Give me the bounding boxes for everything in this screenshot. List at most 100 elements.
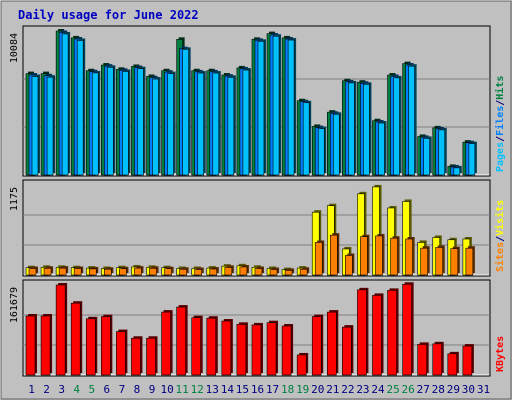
bar-hits-pages-day-28-face (438, 129, 446, 176)
bar-visits-sites-day-8-face (134, 267, 142, 276)
bar-kbytes-kbytes-day-10 (161, 310, 173, 376)
bar-hits-pages-day-12-face (197, 72, 205, 176)
x-label-day-6: 6 (104, 383, 111, 396)
bar-kbytes-kbytes-day-9 (146, 336, 158, 376)
bar-kbytes-kbytes-day-23 (357, 287, 369, 376)
bar-hits-pages-day-8 (137, 66, 146, 176)
bar-hits-pages-day-25-face (393, 77, 400, 176)
bar-hits-pages-day-11 (182, 47, 191, 176)
bar-kbytes-kbytes-day-16-face (251, 324, 262, 376)
x-label-day-4: 4 (73, 383, 80, 396)
bar-visits-sites-day-20-face (314, 242, 323, 276)
bar-hits-pages-day-9-face (152, 78, 159, 176)
bar-visits-sites-day-15-face (239, 266, 248, 276)
bar-visits-sites-day-17 (269, 267, 280, 276)
bar-hits-pages-day-15-face (242, 69, 250, 176)
x-label-day-15: 15 (236, 383, 249, 396)
bar-hits-pages-day-27 (423, 136, 432, 176)
bar-kbytes-kbytes-day-3 (55, 283, 68, 376)
bar-kbytes-kbytes-day-21 (326, 310, 339, 376)
bar-visits-sites-day-17-face (269, 269, 278, 276)
bar-kbytes-kbytes-day-8-face (131, 337, 141, 376)
bar-kbytes-kbytes-day-17-face (266, 322, 277, 376)
bar-hits-pages-day-21 (332, 112, 342, 176)
bar-hits-pages-day-16-face (257, 41, 265, 176)
x-label-day-20: 20 (311, 383, 324, 396)
bar-visits-sites-day-23 (360, 234, 370, 276)
bar-hits-pages-day-7 (122, 69, 131, 176)
bar-hits-pages-day-3-face (61, 33, 69, 176)
x-label-day-12: 12 (191, 383, 204, 396)
bar-kbytes-kbytes-day-26-face (402, 283, 412, 376)
bar-hits-pages-day-19 (302, 100, 312, 176)
bar-hits-pages-day-30-face (468, 143, 476, 176)
bar-hits-pages-day-5 (91, 70, 101, 176)
bar-visits-sites-day-26 (405, 237, 415, 276)
bar-kbytes-kbytes-day-3-face (55, 284, 66, 376)
bar-visits-sites-day-20 (314, 240, 325, 276)
bar-kbytes-kbytes-day-5 (85, 316, 98, 376)
panel-hits-legend: Pages/Files/Hits (494, 76, 506, 172)
bar-kbytes-kbytes-day-12-face (191, 317, 202, 376)
bar-hits-pages-day-29-face (453, 167, 461, 176)
bar-visits-sites-day-2 (43, 266, 54, 276)
bar-hits-pages-day-30 (468, 141, 477, 176)
bar-kbytes-kbytes-day-15-face (236, 324, 247, 376)
bar-kbytes-kbytes-day-23-face (357, 289, 367, 376)
bar-kbytes-kbytes-day-4-face (70, 302, 81, 376)
bar-hits-pages-day-10 (167, 71, 176, 176)
x-label-day-1: 1 (28, 383, 35, 396)
bar-hits-pages-day-13 (212, 71, 221, 176)
bar-visits-sites-day-14 (224, 265, 234, 276)
bar-visits-sites-day-15 (239, 264, 249, 276)
legend-item-hits-3: / (495, 100, 506, 106)
bar-kbytes-kbytes-day-29 (447, 351, 459, 376)
bar-hits-pages-day-27-face (423, 138, 430, 176)
panel-visits-legend: Sites/Visits (494, 200, 506, 272)
bar-visits-sites-day-8 (134, 266, 144, 276)
bar-visits-sites-day-24 (375, 233, 385, 276)
x-label-day-8: 8 (134, 383, 141, 396)
bar-hits-pages-day-3 (61, 31, 71, 176)
bar-visits-sites-day-24-face (375, 235, 383, 276)
bar-hits-pages-day-24 (378, 121, 387, 176)
bar-kbytes-kbytes-day-14 (221, 319, 233, 376)
bar-visits-sites-day-25-face (390, 237, 398, 276)
bar-kbytes-kbytes-day-22 (342, 325, 354, 376)
bar-visits-sites-day-1-face (28, 268, 37, 276)
bar-kbytes-kbytes-day-5-face (85, 318, 96, 376)
bar-visits-sites-day-1 (28, 266, 38, 276)
bar-hits-pages-day-4-face (76, 40, 84, 176)
bar-kbytes-kbytes-day-2-face (40, 315, 51, 376)
bar-kbytes-kbytes-day-24 (372, 293, 384, 376)
bar-kbytes-kbytes-day-18 (281, 324, 294, 376)
bar-visits-sites-day-14-face (224, 267, 233, 276)
bar-kbytes-kbytes-day-16 (251, 322, 263, 376)
bar-visits-sites-day-6 (104, 267, 114, 276)
x-label-day-21: 21 (326, 383, 339, 396)
bar-hits-pages-day-18-face (287, 39, 295, 176)
bar-kbytes-kbytes-day-11-face (176, 306, 186, 376)
bar-hits-pages-day-17 (272, 34, 282, 176)
bar-hits-pages-day-28 (438, 127, 447, 176)
legend-item-visits-0: Sites (494, 242, 506, 272)
bar-kbytes-kbytes-day-6-face (101, 316, 111, 376)
bar-visits-sites-day-12-face (194, 269, 203, 276)
x-label-day-2: 2 (43, 383, 50, 396)
bar-kbytes-kbytes-day-25 (387, 288, 399, 376)
bar-visits-sites-day-4-face (73, 268, 82, 276)
bar-kbytes-kbytes-day-27-face (417, 344, 427, 376)
bar-hits-pages-day-10-face (167, 73, 174, 176)
x-label-day-17: 17 (266, 383, 279, 396)
bar-hits-pages-day-1 (31, 74, 40, 176)
bar-visits-sites-day-19 (299, 267, 310, 276)
bar-kbytes-kbytes-day-12 (191, 315, 203, 376)
bar-visits-sites-day-21-face (329, 234, 338, 276)
bar-hits-pages-day-9 (152, 77, 161, 176)
bar-kbytes-kbytes-day-15 (236, 322, 248, 376)
bar-visits-sites-day-3 (58, 266, 69, 276)
bar-kbytes-kbytes-day-21-face (326, 311, 337, 376)
bar-visits-sites-day-5 (88, 266, 99, 276)
bar-kbytes-kbytes-day-1 (25, 313, 37, 376)
